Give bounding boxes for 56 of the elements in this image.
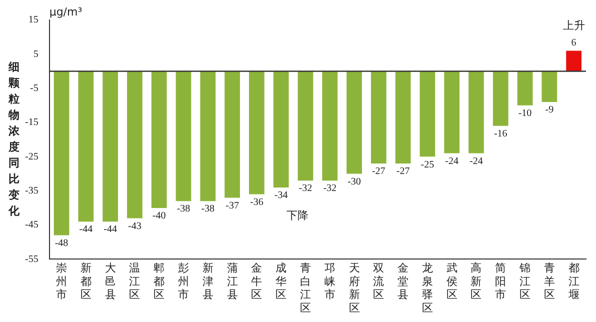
- x-tick-label: 新都区: [80, 262, 92, 302]
- x-tick-label: 双流区: [373, 262, 384, 302]
- x-tick-label: 郫都区: [154, 262, 165, 302]
- y-tick-label: -15: [24, 117, 38, 128]
- x-tick-label: 武侯区: [446, 262, 458, 302]
- data-label: -38: [201, 204, 215, 215]
- x-tick-label: 青白江区: [300, 262, 311, 314]
- y-tick-label: -5: [30, 82, 38, 94]
- x-tick-label: 温江区: [129, 262, 140, 302]
- x-tick-label: 青羊区: [544, 262, 555, 302]
- data-label: -44: [79, 224, 93, 236]
- data-label: -25: [420, 159, 434, 170]
- data-label: -24: [445, 156, 459, 167]
- x-tick-label: 新津县: [202, 262, 214, 302]
- x-tick-label: 天府新区: [348, 262, 360, 314]
- x-tick-label: 彭州市: [178, 262, 189, 302]
- data-label: -30: [348, 176, 361, 188]
- x-tick-label: 金堂县: [398, 262, 409, 302]
- annotation: 下降: [286, 209, 309, 222]
- x-tick-label: 都江堰: [567, 262, 580, 302]
- data-label: -24: [470, 156, 483, 167]
- y-tick-label: -25: [24, 151, 38, 162]
- data-label: -32: [323, 183, 337, 194]
- text: 细颗粒物浓度同比变化: [8, 60, 20, 218]
- data-label: -16: [494, 128, 508, 140]
- x-tick-label: 大邑县: [104, 262, 116, 302]
- x-tick-label: 成华区: [276, 262, 287, 302]
- y-tick-label: -45: [24, 220, 38, 231]
- data-label: -40: [152, 210, 166, 222]
- data-label: -44: [104, 224, 117, 236]
- y-tick-label: 15: [28, 14, 38, 26]
- data-label: -34: [274, 190, 288, 202]
- x-tick-label: 简阳市: [495, 262, 506, 302]
- x-tick-label: 邛崃市: [324, 262, 336, 302]
- x-tick-label: 锦江区: [518, 262, 531, 302]
- data-label: -10: [518, 108, 532, 120]
- y-tick-label: -35: [24, 185, 38, 196]
- x-tick-label: 蒲江县: [226, 262, 238, 302]
- x-tick-label: 崇州市: [56, 262, 68, 302]
- x-tick-label: 高新区: [470, 262, 482, 302]
- data-label: 6: [571, 37, 576, 48]
- data-label: -38: [176, 204, 190, 215]
- data-label: -43: [128, 220, 142, 232]
- text: μg/m³: [49, 5, 82, 18]
- y-tick-label: -55: [24, 254, 38, 265]
- data-label: -27: [372, 166, 386, 178]
- data-label: -48: [54, 238, 68, 249]
- data-label: -36: [250, 196, 264, 208]
- data-label: -9: [545, 104, 554, 116]
- x-tick-label: 龙泉驿区: [422, 262, 433, 314]
- y-tick-label: 5: [33, 48, 38, 60]
- data-label: -32: [298, 183, 312, 194]
- annotation: 上升: [562, 18, 585, 32]
- data-label: -37: [226, 200, 239, 212]
- x-tick-label: 金牛区: [251, 262, 262, 302]
- data-label: -27: [396, 166, 410, 178]
